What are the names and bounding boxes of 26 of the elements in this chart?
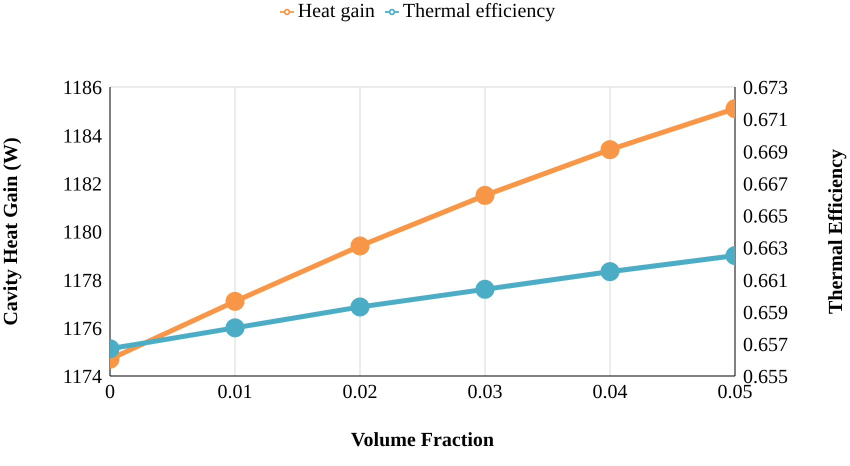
y-tick-label: 1178: [62, 270, 102, 292]
y2-tick-label: 0.665: [743, 206, 788, 228]
y-tick-label: 1180: [62, 222, 102, 244]
y2-tick-label: 0.673: [743, 77, 788, 100]
x-tick-label: 0.04: [592, 381, 628, 404]
y-tick-label: 1176: [62, 318, 102, 340]
x-tick-label: 0: [105, 381, 115, 404]
x-axis-title: Volume Fraction: [350, 429, 494, 451]
legend-label: Heat gain: [298, 0, 375, 22]
y2-tick-label: 0.659: [743, 302, 788, 324]
y-tick-label: 1182: [62, 173, 102, 196]
x-tick-label: 0.01: [218, 381, 252, 404]
x-tick-label: 0.02: [342, 381, 378, 404]
y2-tick-label: 0.657: [743, 334, 788, 356]
y2-tick-label: 0.661: [743, 270, 788, 292]
legend-label: Thermal efficiency: [402, 0, 556, 22]
x-tick-label: 0.03: [468, 381, 502, 404]
y2-tick-label: 0.669: [743, 141, 788, 164]
y-tick-label: 1186: [62, 77, 102, 100]
y-axis-title: Cavity Heat Gain (W): [0, 137, 22, 326]
y-tick-label: 1174: [62, 366, 102, 388]
y2-axis-title: Thermal Efficiency: [825, 149, 848, 314]
y-tick-label: 1184: [62, 125, 102, 148]
y2-tick-label: 0.671: [743, 109, 788, 132]
y2-tick-label: 0.663: [743, 238, 788, 260]
y2-tick-label: 0.667: [743, 173, 788, 196]
